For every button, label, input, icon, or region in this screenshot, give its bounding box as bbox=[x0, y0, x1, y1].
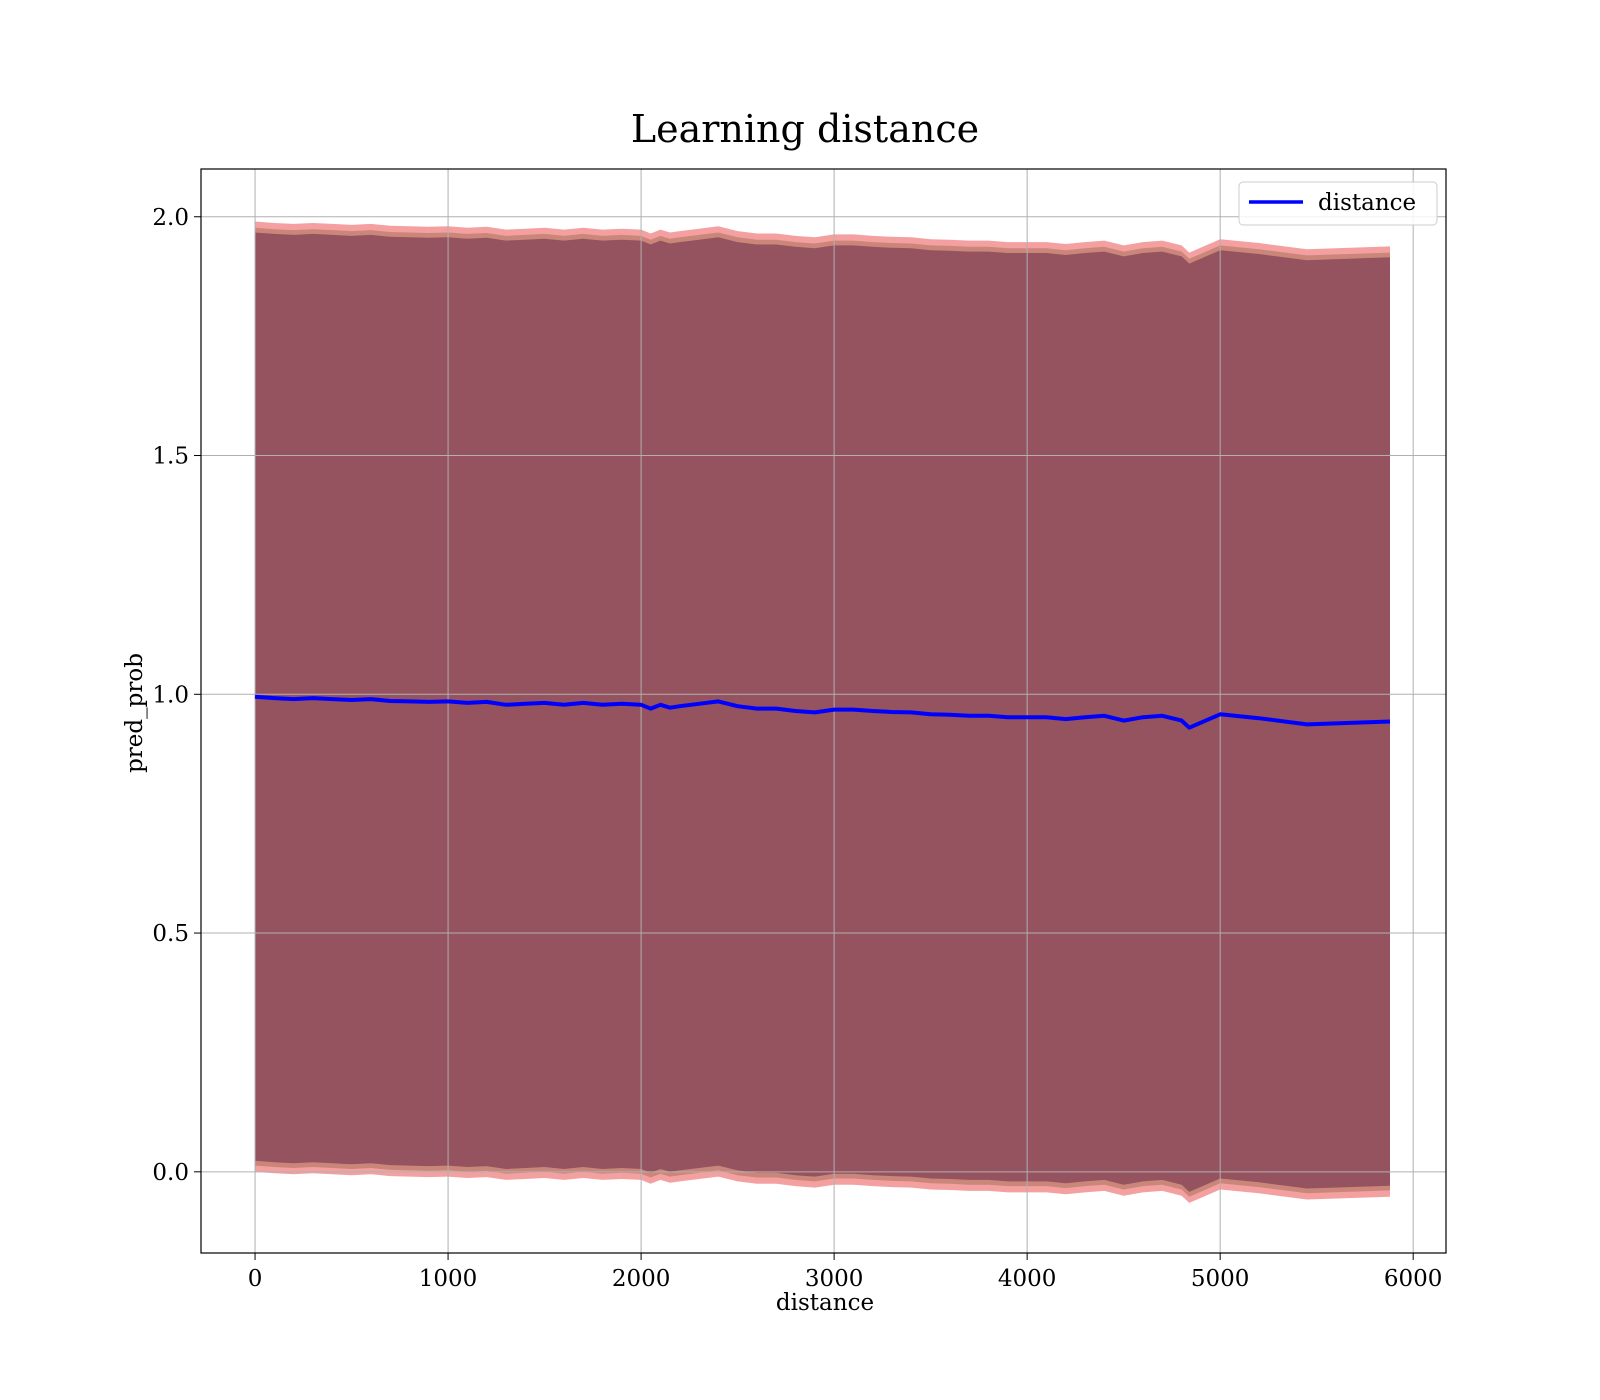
chart-title: Learning distance bbox=[631, 107, 979, 151]
x-tick-label: 0 bbox=[248, 1266, 263, 1292]
plot-area bbox=[200, 168, 1447, 1254]
x-axis-label: distance bbox=[776, 1290, 874, 1316]
x-tick-label: 4000 bbox=[998, 1266, 1057, 1292]
x-axis-ticks: 0 1000 2000 3000 4000 5000 6000 bbox=[248, 1253, 1443, 1292]
x-tick-label: 5000 bbox=[1191, 1266, 1250, 1292]
grid-lines bbox=[201, 169, 1446, 1253]
x-tick-label: 6000 bbox=[1384, 1266, 1443, 1292]
series-layer bbox=[254, 694, 1391, 730]
legend-box bbox=[1238, 181, 1438, 226]
y-axis-ticks: 0.0 0.5 1.0 1.5 2.0 bbox=[152, 205, 201, 1186]
axes-frame bbox=[200, 168, 1447, 1254]
y-axis-label: pred_prob bbox=[122, 653, 148, 773]
x-tick-label: 1000 bbox=[419, 1266, 478, 1292]
legend-label-distance: distance bbox=[1318, 190, 1416, 216]
series-line-distance bbox=[254, 694, 1391, 730]
y-tick-label: 1.5 bbox=[152, 444, 189, 470]
x-tick-label: 2000 bbox=[612, 1266, 671, 1292]
y-tick-label: 0.0 bbox=[152, 1160, 189, 1186]
x-tick-label: 3000 bbox=[805, 1266, 864, 1292]
y-tick-label: 1.0 bbox=[152, 682, 189, 708]
y-tick-label: 0.5 bbox=[152, 921, 189, 947]
legend: distance bbox=[1238, 181, 1438, 226]
y-tick-label: 2.0 bbox=[152, 205, 189, 231]
